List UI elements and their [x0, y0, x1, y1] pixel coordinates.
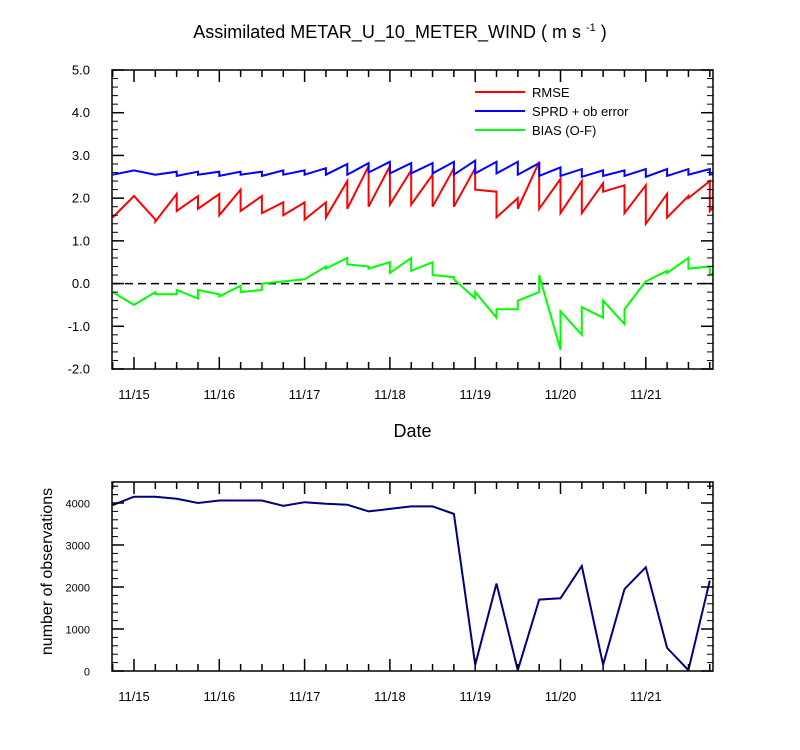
plot-frame — [111, 481, 714, 672]
x-tick-label: 11/18 — [374, 387, 406, 402]
x-tick-label: 11/21 — [630, 689, 662, 704]
y-tick-label: -1.0 — [68, 319, 90, 334]
legend-label-bias: BIAS (O-F) — [532, 123, 596, 138]
y-tick-label: 4.0 — [72, 105, 90, 120]
chart-title-units-exponent: -1 — [585, 22, 596, 34]
series-line-obs-dashed — [112, 495, 711, 671]
x-tick-label: 11/16 — [204, 689, 236, 704]
chart-title-text: Assimilated METAR_U_10_METER_WIND — [193, 22, 536, 42]
x-tick-label: 11/15 — [118, 387, 150, 402]
x-tick-label: 11/19 — [459, 689, 491, 704]
y-tick-label: 3000 — [66, 541, 90, 553]
y-tick-label: 3.0 — [72, 148, 90, 163]
y-tick-label: 0 — [84, 667, 90, 679]
y-tick-label: 4000 — [66, 499, 90, 511]
x-tick-label: 11/20 — [545, 689, 577, 704]
x-axis-label: Date — [393, 421, 431, 441]
chart-title: Assimilated METAR_U_10_METER_WIND ( m s … — [0, 22, 800, 43]
x-tick-label: 11/19 — [459, 387, 491, 402]
y-tick-label: 0.0 — [72, 276, 90, 291]
y-tick-label: 1.0 — [72, 233, 90, 248]
y-axis-label: number of observations — [39, 488, 56, 655]
x-tick-label: 11/15 — [118, 689, 150, 704]
y-tick-label: 2.0 — [72, 191, 90, 206]
x-tick-label: 11/16 — [204, 387, 236, 402]
plot-frame — [111, 69, 714, 370]
chart-title-units: ( m s — [540, 22, 581, 42]
series-line-obs — [112, 495, 711, 671]
series-line-sprd — [112, 158, 713, 179]
y-tick-label: 2000 — [66, 583, 90, 595]
y-tick-label: -2.0 — [68, 362, 90, 377]
legend-label-rmse: RMSE — [532, 85, 570, 100]
x-tick-label: 11/17 — [289, 387, 321, 402]
x-tick-label: 11/18 — [374, 689, 406, 704]
x-tick-label: 11/21 — [630, 387, 662, 402]
y-tick-label: 1000 — [66, 625, 90, 637]
chart-title-units-close: ) — [600, 22, 607, 42]
series-line-bias — [112, 255, 713, 351]
legend-label-sprd: SPRD + ob error — [532, 104, 629, 119]
x-tick-label: 11/17 — [289, 689, 321, 704]
y-tick-label: 5.0 — [72, 63, 90, 78]
x-tick-label: 11/20 — [545, 387, 577, 402]
